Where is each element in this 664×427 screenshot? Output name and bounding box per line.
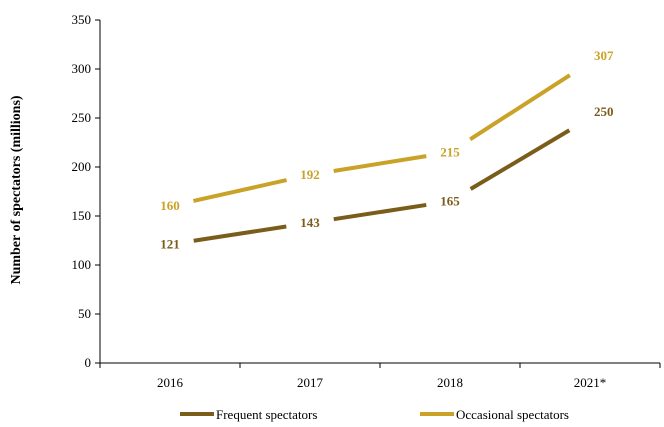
axes: 0 50 100 150 200 250 300 350 2016 2017 2018 2021*: [72, 12, 661, 390]
data-label: 307: [594, 48, 614, 63]
x-tick-label: 2016: [157, 375, 184, 390]
y-axis-title: Number of spectators (millions): [9, 95, 24, 284]
data-label: 215: [440, 144, 460, 159]
data-label: 143: [300, 215, 320, 230]
data-label: 121: [160, 236, 180, 251]
legend-label: Occasional spectators: [456, 407, 569, 422]
series-line-segment: [469, 128, 571, 191]
legend-item: Frequent spectators: [180, 407, 317, 422]
series-layer: [192, 73, 571, 243]
data-label: 160: [160, 198, 180, 213]
series-line-segment: [333, 202, 427, 222]
y-tick-label: 100: [72, 257, 92, 272]
x-tick-label: 2018: [437, 375, 463, 390]
series-line-segment: [469, 73, 571, 141]
data-label: 165: [440, 193, 460, 208]
legend-item: Occasional spectators: [420, 407, 569, 422]
y-tick-label: 50: [78, 306, 91, 321]
y-tick-label: 300: [72, 61, 92, 76]
data-label: 192: [300, 167, 320, 182]
data-label: 250: [594, 104, 614, 119]
y-tick-label: 150: [72, 208, 92, 223]
y-tick-label: 0: [85, 355, 92, 370]
x-tick-label: 2017: [297, 375, 324, 390]
x-tick-label: 2021*: [574, 375, 607, 390]
data-labels: 121 143 165 250 160 192 215 307: [160, 48, 614, 251]
y-tick-label: 250: [72, 110, 92, 125]
legend-label: Frequent spectators: [216, 407, 317, 422]
y-tick-label: 350: [72, 12, 92, 27]
legend: Frequent spectators Occasional spectators: [180, 407, 569, 422]
series-line-segment: [192, 178, 288, 203]
series-line-segment: [333, 154, 427, 173]
series-line-segment: [193, 224, 287, 243]
y-tick-label: 200: [72, 159, 92, 174]
